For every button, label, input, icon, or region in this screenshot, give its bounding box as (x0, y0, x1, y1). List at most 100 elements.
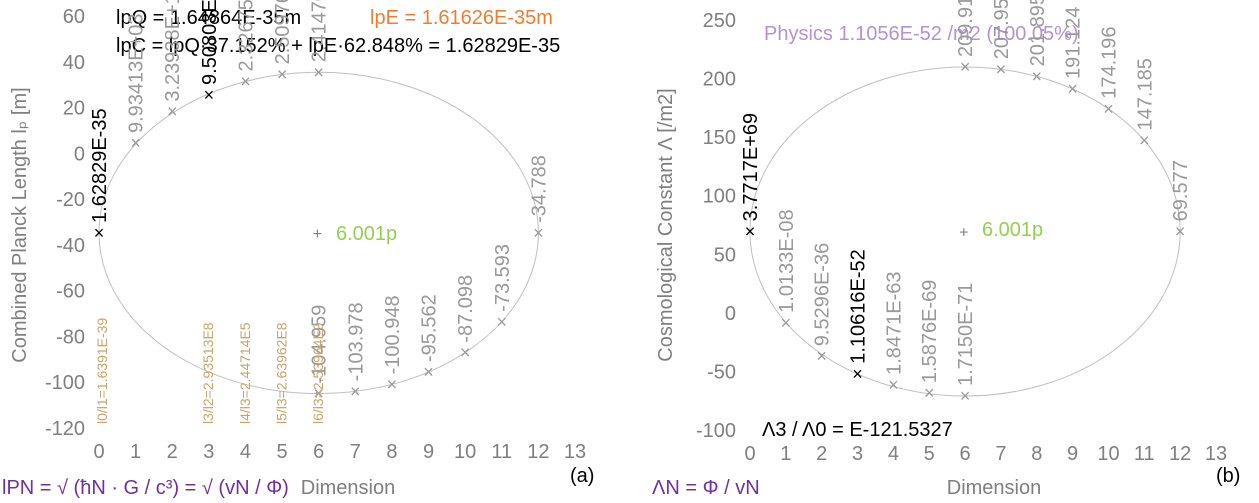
panel-a-formula: lPN = √ (ħN · G / c³) = √ (vN / Φ) (2, 477, 289, 499)
panel-b-ytick-label: -100 (696, 420, 736, 442)
panel-a-ytick-label: 0 (74, 143, 85, 165)
panel-a-point-label: -73.593 (492, 244, 514, 312)
panel-a-xtick-label: 2 (167, 441, 178, 463)
panel-b-ytick-label: 200 (703, 69, 736, 91)
panel-b-xtick-label: 8 (1031, 443, 1042, 465)
panel-a-xtick-label: 12 (527, 441, 549, 463)
panel-a-point-marker: × (204, 85, 215, 105)
panel-a-ratio-label: l4/l3=2.44714E5 (237, 322, 253, 424)
panel-a-xtick-label: 11 (491, 441, 512, 463)
panel-b-center-marker: + (959, 224, 968, 241)
panel-a-center-label: 6.001p (336, 223, 397, 245)
panel-a-point-marker: × (533, 223, 544, 243)
panel-b-xtick-label: 4 (888, 443, 899, 465)
panel-a-point-marker: × (313, 62, 324, 82)
panel-b-ylabel: Cosmological Constant Λ [/m2] (655, 88, 677, 361)
panel-a-xtick-label: 3 (203, 441, 214, 463)
panel-b-point-marker: × (996, 59, 1007, 79)
panel-b-point-marker: × (781, 313, 792, 333)
panel-a-point-label: 3.23938E+17 (162, 0, 184, 102)
panel-a-ratio-label: l0/l1=1.6391E-39 (94, 318, 110, 424)
panel-a-ytick-label: -120 (45, 418, 85, 440)
panel-a-ytick-label: -20 (56, 189, 85, 211)
panel-a-ratio-label: l5/l3=2.63962E8 (273, 322, 289, 424)
panel-a-point-marker: × (167, 102, 178, 122)
panel-a-xtick-label: 9 (423, 441, 434, 463)
panel-b-xtick-label: 2 (816, 443, 827, 465)
panel-a-point-label: 2.41470E+35 (309, 0, 331, 62)
panel-a-ytick-label: -100 (45, 372, 85, 394)
panel-a-xtick-label: 0 (93, 441, 104, 463)
panel-a-point-label: -87.098 (455, 275, 477, 343)
panel-b-xtick-label: 12 (1169, 443, 1191, 465)
panel-b-point-marker: × (1175, 221, 1186, 241)
panel-b-point-marker: × (924, 383, 935, 403)
panel-b-xtick-label: 13 (1205, 443, 1227, 465)
panel-b-xtick-label: 10 (1097, 443, 1119, 465)
panel-b-curve (749, 66, 1181, 397)
panel-b-point-label: 9.5296E-36 (812, 243, 834, 346)
panel-a-ytick-label: -80 (56, 326, 85, 348)
panel-a-ytick-label: 40 (63, 52, 85, 74)
panel-b-point-marker: × (1067, 79, 1078, 99)
panel-a-point-marker: × (240, 71, 251, 91)
panel-a-lpe: lpE = 1.61626E-35m (370, 7, 553, 29)
panel-b: Cosmological Constant Λ [/m2] Physics 1.… (652, 0, 1240, 499)
panel-a-point-marker: × (277, 64, 288, 84)
panel-a-ytick-label: -60 (56, 281, 85, 303)
panel-b-point-label: 209.919 (955, 0, 977, 57)
panel-a-point-marker: × (387, 374, 398, 394)
panel-b-point-marker: × (816, 346, 827, 366)
panel-b-point-label: 3.7717E+69 (740, 113, 762, 221)
panel-a-xtick-label: 7 (350, 441, 361, 463)
panel-b-point-marker: × (1103, 99, 1114, 119)
panel-a-ylabel: Combined Planck Length lₚ [m] (9, 87, 31, 362)
panel-b-point-label: 191.124 (1063, 7, 1085, 79)
panel-b-formula: ΛN = Φ / vN (652, 477, 760, 499)
panel-b-point-label: 1.8471E-63 (883, 271, 905, 374)
panel-b-point-label: 1.10616E-52 (848, 249, 870, 364)
panel-a-xtick-label: 6 (313, 441, 324, 463)
panel-b-ytick-label: 50 (714, 244, 736, 266)
panel-a-xtick-label: 13 (564, 441, 586, 463)
panel-b-point-marker: × (745, 221, 756, 241)
panel-a-point-label: 2.32675E+31 (235, 0, 257, 71)
panel-b-point-marker: × (1032, 66, 1043, 86)
panel-b-xtick-label: 3 (852, 443, 863, 465)
panel-b-point-label: 1.7150E-71 (955, 283, 977, 386)
panel-a-ratio-label: l6/l3=2.53964E9 (310, 322, 326, 424)
panel-a-lpc: lpC = lpQ·37.152% + lpE·62.848% = 1.6282… (116, 35, 560, 57)
panel-a-point-label: 1.62829E-35 (89, 108, 111, 223)
panel-a-point-marker: × (350, 381, 361, 401)
panel-b-center-label: 6.001p (982, 219, 1043, 241)
panel-a-point-label: -103.978 (345, 302, 367, 381)
panel-b-ytick-label: 0 (725, 303, 736, 325)
panel-a-point-marker: × (423, 362, 434, 382)
panel-b-xtick-label: 7 (995, 443, 1006, 465)
panel-a-curve (98, 71, 539, 395)
panel-b-point-marker: × (852, 364, 863, 384)
panel-a-point-marker: × (130, 133, 141, 153)
panel-a-lpq: lpQ = 1.64864E-35m (116, 7, 301, 29)
panel-a-ytick-label: -40 (56, 235, 85, 257)
panel-a-point-label: 9.93413E+03 (126, 13, 148, 133)
panel-a-xtick-label: 5 (277, 441, 288, 463)
panel-b-point-label: 1.0133E-08 (776, 209, 798, 312)
panel-a-point-label: 9.50803E+25 (199, 0, 221, 85)
panel-a-point-marker: × (497, 312, 508, 332)
panel-a-point-label: -34.788 (528, 155, 550, 223)
panel-b-xtick-label: 1 (780, 443, 791, 465)
panel-b-xtick-label: 5 (924, 443, 935, 465)
panel-b-point-marker: × (960, 57, 971, 77)
panel-b-ytick-label: 100 (703, 186, 736, 208)
panel-b-point-marker: × (960, 386, 971, 406)
panel-a-xtick-label: 10 (454, 441, 476, 463)
panel-b-ytick-label: 150 (703, 127, 736, 149)
panel-a-xlabel: Dimension (301, 477, 395, 499)
panel-a-point-label: -95.562 (419, 294, 441, 362)
panel-b-point-label: 174.196 (1098, 27, 1120, 99)
panel-a-xtick-label: 8 (386, 441, 397, 463)
panel-a-ytick-label: 60 (63, 6, 85, 28)
panel-b-point-label: 69.577 (1170, 160, 1192, 221)
